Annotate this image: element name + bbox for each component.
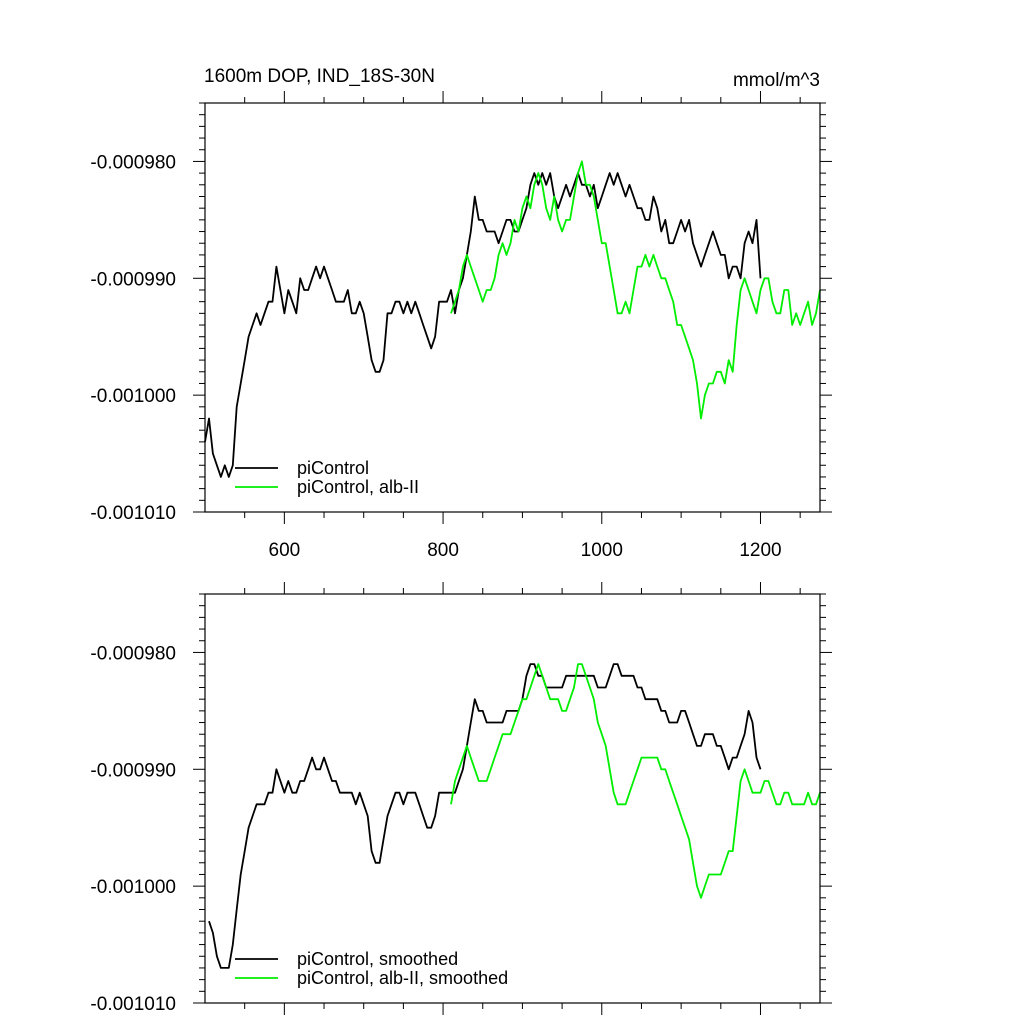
bottom-y-tick-label: -0.001000 (90, 877, 176, 898)
top-y-tick-label: -0.001000 (90, 386, 176, 407)
bottom-legend-label-alb-ii: piControl, alb-II, smoothed (297, 968, 508, 988)
bottom-plot-frame (204, 593, 821, 1004)
bottom-legend-label-control: piControl, smoothed (297, 949, 458, 969)
top-x-tick-label: 1200 (739, 540, 781, 561)
top-plot-frame (204, 102, 821, 513)
top-panel: 600 800 1000 1200 -0.000980 -0.000990 -0.00100… (90, 91, 832, 561)
top-x-tick-label: 1000 (581, 540, 623, 561)
bottom-series-line-alb-ii (450, 663, 821, 899)
top-y-tick-label: -0.000990 (90, 269, 176, 290)
bottom-y-tick-label: -0.001010 (90, 994, 176, 1015)
top-y-tick-label: -0.000980 (90, 152, 176, 173)
top-axis-layer: 600 800 1000 1200 -0.000980 -0.000990 -0.00100… (90, 91, 832, 561)
bottom-y-tick-label: -0.000980 (90, 643, 176, 664)
top-x-tick-label: 600 (269, 540, 301, 561)
top-y-tick-label: -0.001010 (90, 503, 176, 524)
figure-title: 1600m DOP, IND_18S-30N (204, 66, 435, 87)
bottom-series-layer (208, 663, 821, 969)
bottom-panel: -0.000980 -0.000990 -0.001000 -0.001010 piC… (90, 582, 832, 1015)
top-legend-label-alb-ii: piControl, alb-II (297, 477, 419, 497)
bottom-axis-layer: -0.000980 -0.000990 -0.001000 -0.001010 (90, 582, 832, 1015)
units-label: mmol/m^3 (733, 70, 820, 91)
bottom-series-line-control (208, 663, 762, 969)
top-legend-label-control: piControl (297, 458, 369, 478)
top-series-line-alb-ii (450, 160, 821, 420)
top-series-layer (204, 160, 821, 478)
top-x-tick-label: 800 (427, 540, 459, 561)
top-series-line-control (204, 172, 762, 478)
bottom-y-tick-label: -0.000990 (90, 760, 176, 781)
